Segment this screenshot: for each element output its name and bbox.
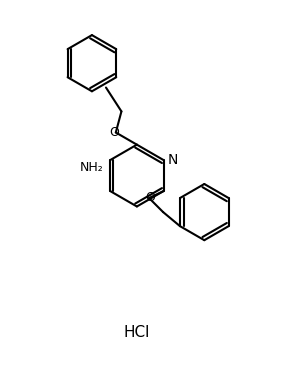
Text: N: N (168, 153, 178, 167)
Text: HCl: HCl (124, 325, 150, 340)
Text: O: O (109, 126, 119, 139)
Text: O: O (146, 191, 155, 204)
Text: NH₂: NH₂ (80, 161, 104, 174)
